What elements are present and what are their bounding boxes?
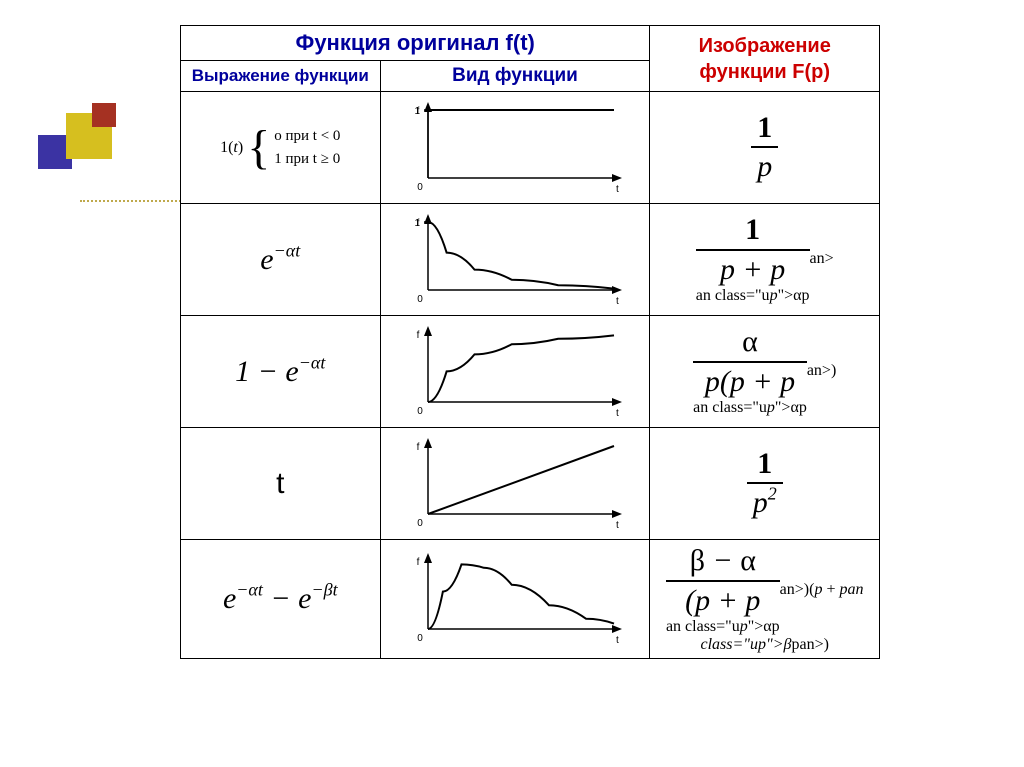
table-row: 1 − e−αt f t 0 α p(p + pan class="up">αpan>…	[181, 316, 880, 428]
table-row: e−αtft01 1 p + pan class="up">αpan>	[181, 204, 880, 316]
svg-text:f: f	[417, 557, 420, 568]
svg-text:f: f	[417, 330, 420, 341]
svg-text:1: 1	[414, 106, 420, 117]
expr-cell: 1(t) { o при t < 0 1 при t ≥ 0	[181, 92, 381, 204]
table-row: 1(t) { o при t < 0 1 при t ≥ 0 ft01 1 p	[181, 92, 880, 204]
svg-text:t: t	[616, 184, 619, 195]
image-cell: 1 p + pan class="up">αpan>	[650, 204, 880, 316]
svg-text:0: 0	[417, 406, 423, 417]
graph-decay: ft01	[400, 212, 630, 308]
svg-text:t: t	[616, 635, 619, 646]
expr-cell: t	[181, 428, 381, 540]
graph-step: ft01	[400, 100, 630, 196]
image-cell: 1 p	[650, 92, 880, 204]
graph-cell: ft01	[380, 92, 650, 204]
graph-cell: f t 0	[380, 428, 650, 540]
svg-text:t: t	[616, 520, 619, 531]
graph-linear: f t 0	[400, 436, 630, 532]
expr-cell: e−αt − e−βt	[181, 540, 381, 659]
graph-hump: f t 0	[400, 551, 630, 647]
svg-text:0: 0	[417, 294, 423, 305]
svg-text:0: 0	[417, 518, 423, 529]
table-body: 1(t) { o при t < 0 1 при t ≥ 0 f t 0 1 1 p …	[181, 92, 880, 659]
svg-text:0: 0	[417, 633, 423, 644]
header-expression: Выражение функции	[181, 61, 381, 92]
svg-text:t: t	[616, 408, 619, 419]
laplace-table: Функция оригинал f(t) Изображение функци…	[180, 25, 880, 659]
header-view: Вид функции	[380, 61, 650, 92]
header-image: Изображение функции F(p)	[650, 26, 880, 92]
graph-cell: f t 0	[380, 540, 650, 659]
table-row: e−αt − e−βt f t 0 β − α (p + pan class="up"…	[181, 540, 880, 659]
svg-text:t: t	[616, 296, 619, 307]
image-cell: α p(p + pan class="up">αpan>)	[650, 316, 880, 428]
image-cell: 1 p2	[650, 428, 880, 540]
expr-cell: 1 − e−αt	[181, 316, 381, 428]
svg-text:0: 0	[417, 182, 423, 193]
svg-text:1: 1	[414, 218, 420, 229]
graph-cell: f t 0	[380, 316, 650, 428]
decor-squares	[38, 95, 148, 195]
graph-saturating: f t 0	[400, 324, 630, 420]
header-image-text: Изображение функции F(p)	[699, 35, 831, 83]
table-row: t f t 0 1 p2	[181, 428, 880, 540]
image-cell: β − α (p + pan class="up">αpan>)(p + pan…	[650, 540, 880, 659]
expr-cell: e−αt	[181, 204, 381, 316]
header-original: Функция оригинал f(t)	[181, 26, 650, 61]
graph-cell: ft01	[380, 204, 650, 316]
svg-text:f: f	[417, 442, 420, 453]
